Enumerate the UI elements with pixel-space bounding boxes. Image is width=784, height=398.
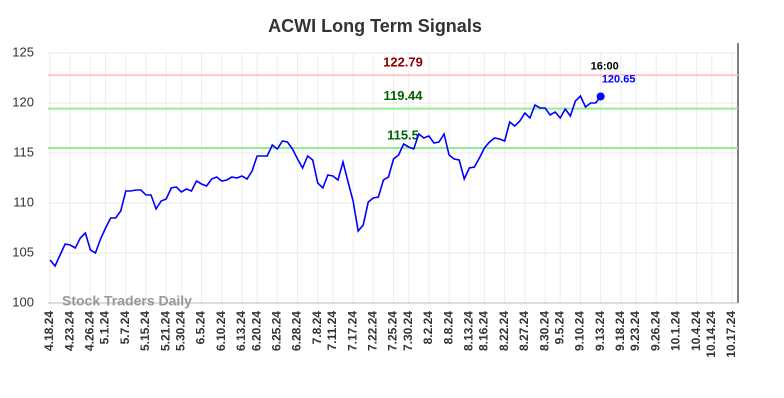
last-point: [596, 92, 605, 101]
x-tick-label: 8.30.24: [537, 311, 551, 351]
x-tick-label: 4.18.24: [42, 311, 56, 351]
x-tick-label: 6.13.24: [234, 311, 248, 351]
x-tick-label: 7.25.24: [386, 311, 400, 351]
x-tick-label: 5.21.24: [158, 311, 172, 351]
chart-title: ACWI Long Term Signals: [268, 16, 482, 36]
price-line: [49, 94, 602, 268]
x-tick-label: 8.8.24: [441, 311, 455, 345]
x-tick-label: 7.11.24: [325, 311, 339, 351]
x-tick-label: 8.13.24: [461, 311, 475, 351]
x-tick-label: 8.16.24: [477, 311, 491, 351]
x-tick-label: 8.2.24: [421, 311, 435, 345]
x-tick-label: 10.17.24: [724, 311, 738, 358]
x-tick-label: 4.23.24: [62, 311, 76, 351]
signal-label: 119.44: [383, 88, 423, 103]
y-tick-label: 115: [13, 144, 34, 159]
last-value-label: 120.65: [602, 73, 636, 85]
x-tick-label: 6.5.24: [194, 311, 208, 345]
x-tick-label: 7.22.24: [365, 311, 379, 351]
signal-label: 122.79: [383, 55, 423, 70]
x-tick-label: 5.15.24: [138, 311, 152, 351]
signal-label: 115.5: [387, 127, 419, 142]
x-tick-label: 6.25.24: [270, 311, 284, 351]
x-tick-label: 9.23.24: [628, 311, 642, 351]
last-time-label: 16:00: [591, 60, 619, 72]
x-tick-label: 10.14.24: [704, 311, 718, 358]
x-tick-label: 6.28.24: [290, 311, 304, 351]
x-tick-label: 9.10.24: [573, 311, 587, 351]
x-tick-label: 6.10.24: [214, 311, 228, 351]
x-tick-label: 9.26.24: [648, 311, 662, 351]
x-tick-label: 4.26.24: [83, 311, 97, 351]
y-tick-label: 105: [12, 244, 34, 259]
x-tick-label: 10.4.24: [689, 311, 703, 351]
y-tick-label: 110: [13, 194, 34, 209]
x-tick-label: 7.8.24: [310, 311, 324, 345]
y-tick-label: 100: [12, 294, 34, 309]
x-tick-label: 5.7.24: [118, 311, 132, 345]
x-tick-label: 5.1.24: [98, 311, 112, 345]
x-tick-label: 8.27.24: [517, 311, 531, 351]
y-tick-label: 120: [12, 94, 34, 109]
x-tick-label: 9.5.24: [552, 311, 566, 345]
watermark: Stock Traders Daily: [62, 293, 192, 309]
x-tick-label: 9.13.24: [593, 311, 607, 351]
x-tick-label: 9.18.24: [613, 311, 627, 351]
x-tick-label: 8.22.24: [497, 311, 511, 351]
x-tick-label: 5.30.24: [174, 311, 188, 351]
x-tick-label: 7.17.24: [345, 311, 359, 351]
x-tick-label: 10.1.24: [669, 311, 683, 351]
x-tick-label: 7.30.24: [401, 311, 415, 351]
x-tick-label: 6.20.24: [249, 311, 263, 351]
y-tick-label: 125: [12, 44, 34, 59]
